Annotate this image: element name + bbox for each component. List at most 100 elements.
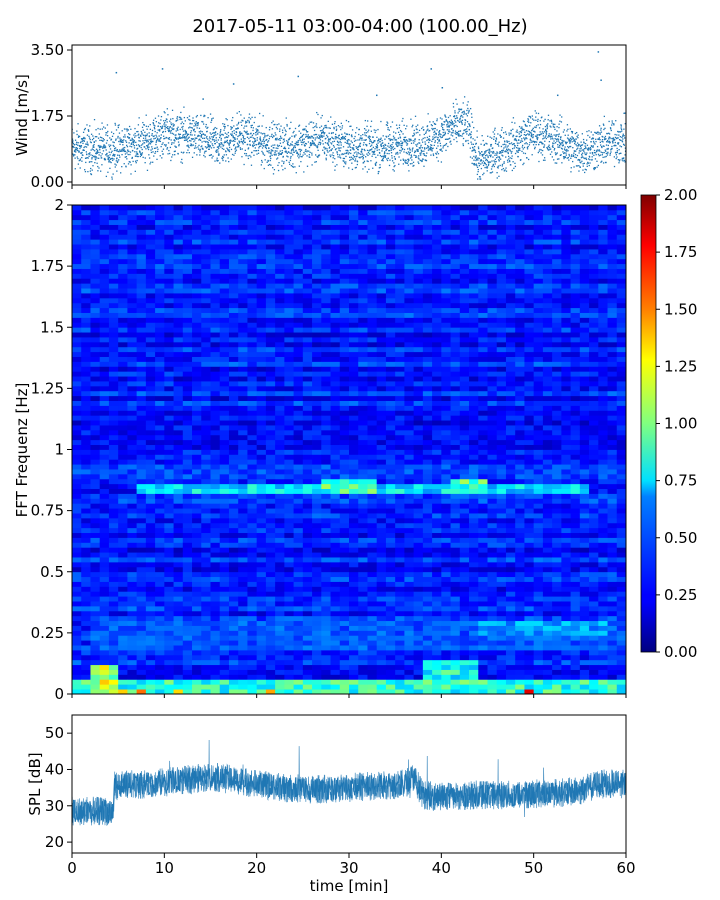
spectrogram-cell [182,557,193,563]
spectrogram-cell [99,366,110,372]
wind-point [279,153,281,155]
wind-point [507,145,509,147]
wind-point [394,139,397,141]
wind-point [153,138,155,140]
wind-point [480,143,482,145]
wind-point [375,129,377,132]
wind-point [203,115,205,118]
spectrogram-cell [182,341,193,348]
wind-point [309,137,311,139]
spectrogram-cell [90,346,101,353]
wind-point [587,162,589,164]
wind-point [252,137,255,139]
spectrogram-cell [155,405,165,411]
spectrogram-cell [72,400,82,406]
wind-point [299,148,301,151]
spectrogram-cell [136,503,147,509]
wind-point [392,148,395,151]
wind-point [553,140,555,142]
spectrogram-cell [72,302,82,309]
wind-point [533,141,536,144]
wind-point [76,130,78,132]
spectrogram-cell [99,273,110,279]
spectrogram-cell [90,679,101,685]
wind-point [511,150,513,153]
spectrogram-cell [108,341,119,348]
spectrogram-cell [145,625,156,631]
spectrogram-cell [173,253,184,260]
wind-point [85,157,87,159]
wind-point [379,166,381,169]
spectrogram-cell [155,620,165,626]
wind-point [351,162,353,164]
wind-point [363,154,365,156]
wind-point [118,149,121,151]
spectrogram-cell [182,415,193,421]
spectrogram-cell [81,493,91,499]
wind-point [589,162,591,164]
wind-point [492,150,495,153]
spectrogram-cell [155,366,165,372]
wind-point [567,138,570,140]
wind-point [176,116,179,118]
wind-point [245,132,247,134]
wind-point [151,148,154,150]
wind-point [604,135,607,138]
wind-point [520,159,522,161]
wind-point [304,144,306,147]
wind-point [620,125,622,127]
wind-point [361,148,363,151]
wind-point [352,157,354,159]
spectrogram-cell [99,415,110,421]
wind-point [531,118,534,120]
wind-point [365,145,368,147]
wind-point [588,158,590,160]
wind-point [231,133,233,135]
wind-point [119,139,121,141]
wind-point [379,164,381,166]
spectrogram-cell [164,400,174,406]
spectrogram-cell [90,337,101,343]
wind-point [209,132,211,134]
wind-point [464,119,466,121]
wind-point [516,144,519,147]
wind-point [391,157,393,159]
spectrogram-cell [136,645,147,651]
spectrogram-cell [99,224,110,230]
spectrogram-cell [164,454,174,460]
wind-point [585,157,587,159]
wind-point [141,133,143,135]
wind-point [79,159,81,162]
wind-point [164,122,166,124]
spectrogram-cell [90,405,101,411]
wind-point [155,141,157,143]
spectrogram-cell [145,640,156,646]
spectrogram-cell [173,679,184,685]
wind-point [146,139,148,142]
wind-point [549,135,551,137]
spectrogram-cell [182,464,193,470]
wind-point [380,120,382,123]
wind-point [453,125,455,127]
spectrogram-cell [164,366,174,372]
wind-point [589,146,592,149]
wind-point [325,157,327,159]
wind-point [471,162,473,165]
wind-point [558,126,560,129]
wind-point [194,137,196,139]
wind-point [246,136,249,138]
wind-point [512,128,514,130]
wind-point [223,142,226,144]
wind-point [220,146,222,148]
wind-point [424,148,426,150]
wind-point [126,158,128,160]
spectrogram-cell [155,581,165,587]
spectrogram-cell [145,395,156,401]
spectrogram-cell [127,581,138,587]
wind-point [598,149,600,151]
wind-point [370,125,372,128]
wind-point [209,137,211,140]
spectrogram-cell [164,498,174,504]
wind-point [274,151,276,154]
wind-point [428,135,431,137]
